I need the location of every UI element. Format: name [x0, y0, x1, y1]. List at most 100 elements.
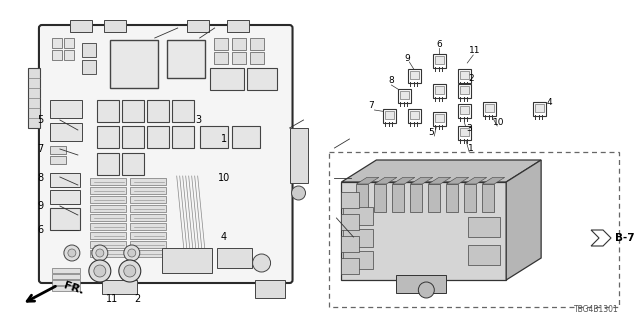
Bar	[97, 100, 119, 122]
Circle shape	[92, 245, 108, 261]
Bar	[342, 192, 360, 208]
Bar	[232, 52, 246, 64]
Bar	[330, 152, 619, 307]
Text: 4: 4	[221, 232, 227, 242]
Bar	[52, 268, 80, 273]
Text: 5: 5	[37, 115, 44, 125]
Bar	[482, 184, 494, 212]
Text: 3: 3	[467, 124, 472, 132]
Bar	[227, 20, 248, 32]
Bar	[104, 20, 126, 32]
Text: 1: 1	[221, 134, 227, 144]
Bar	[458, 126, 471, 140]
Bar	[52, 274, 80, 279]
Bar	[356, 184, 369, 212]
Polygon shape	[356, 177, 379, 184]
Bar	[52, 50, 62, 60]
Bar	[130, 232, 166, 239]
Bar	[396, 275, 446, 293]
Bar	[97, 153, 119, 175]
Bar	[460, 71, 469, 79]
Bar	[50, 156, 66, 164]
Bar	[52, 280, 80, 285]
Bar	[82, 43, 96, 57]
Polygon shape	[446, 177, 468, 184]
Text: 9: 9	[404, 53, 410, 62]
Bar	[50, 173, 80, 187]
Bar	[460, 128, 469, 136]
Bar	[130, 214, 166, 221]
Bar	[460, 86, 469, 94]
Polygon shape	[482, 177, 505, 184]
Bar	[130, 241, 166, 248]
Text: 3: 3	[195, 115, 201, 125]
Circle shape	[94, 265, 106, 277]
Bar	[468, 245, 500, 265]
Bar	[458, 69, 471, 83]
Bar	[232, 126, 260, 148]
Bar	[64, 50, 74, 60]
Bar	[122, 100, 144, 122]
Bar	[458, 104, 471, 118]
Bar	[250, 52, 264, 64]
Circle shape	[419, 282, 435, 298]
Bar	[50, 100, 82, 118]
Bar	[374, 184, 387, 212]
Bar	[162, 248, 212, 273]
Bar	[172, 126, 194, 148]
Bar	[385, 111, 394, 119]
Text: 1: 1	[468, 143, 474, 153]
Bar	[102, 280, 137, 294]
Circle shape	[68, 249, 76, 257]
Circle shape	[124, 265, 136, 277]
Circle shape	[124, 245, 140, 261]
Bar	[255, 280, 285, 298]
Text: 11: 11	[468, 45, 480, 54]
Bar	[217, 248, 252, 268]
Bar	[383, 109, 396, 123]
Bar	[130, 223, 166, 230]
Text: 11: 11	[106, 294, 118, 304]
Bar	[50, 146, 66, 154]
Bar	[122, 126, 144, 148]
Bar	[289, 128, 307, 183]
Bar	[122, 153, 144, 175]
Bar	[130, 187, 166, 194]
Bar	[408, 109, 421, 123]
Polygon shape	[342, 160, 541, 182]
Text: 6: 6	[436, 39, 442, 49]
Bar	[232, 38, 246, 50]
Bar	[458, 84, 471, 98]
Bar	[130, 196, 166, 203]
Bar	[446, 184, 458, 212]
Circle shape	[253, 254, 271, 272]
Text: 4: 4	[547, 98, 552, 107]
Bar	[110, 40, 157, 88]
Bar	[90, 214, 126, 221]
Text: 2: 2	[468, 74, 474, 83]
Bar	[167, 40, 205, 78]
Bar	[344, 229, 373, 247]
Bar	[342, 214, 360, 230]
Bar	[70, 20, 92, 32]
Polygon shape	[410, 177, 433, 184]
Bar	[90, 187, 126, 194]
Bar	[90, 250, 126, 257]
Bar	[90, 196, 126, 203]
Bar	[392, 184, 404, 212]
Text: 6: 6	[37, 225, 44, 236]
Text: 7: 7	[37, 144, 44, 154]
Bar	[344, 207, 373, 225]
Text: 10: 10	[493, 117, 505, 126]
Bar	[52, 286, 80, 291]
Bar	[130, 205, 166, 212]
Bar	[535, 104, 544, 112]
Text: FR.: FR.	[62, 280, 84, 296]
Circle shape	[128, 249, 136, 257]
Bar	[342, 258, 360, 274]
FancyBboxPatch shape	[39, 25, 292, 283]
Bar	[82, 60, 96, 74]
Text: B-7: B-7	[615, 233, 635, 243]
Text: TBG4B1301: TBG4B1301	[574, 305, 619, 314]
Bar	[410, 111, 419, 119]
